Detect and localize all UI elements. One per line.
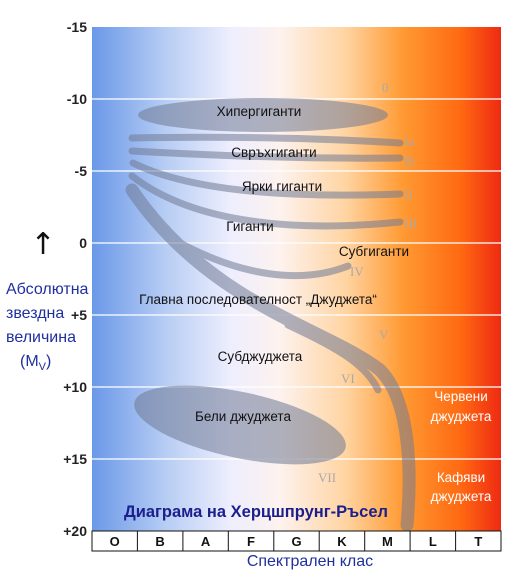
- x-axis-labels: O B A F G K M L T: [110, 534, 483, 549]
- x-tick-label: M: [382, 534, 393, 549]
- main-sequence-band: [125, 183, 416, 532]
- label-main-sequence: Главна последователност „Джуджета“: [139, 292, 377, 307]
- label-red-dwarfs-line1: Червени: [434, 389, 488, 404]
- label-hypergiants: Хипергиганти: [217, 104, 302, 119]
- label-subgiants: Субгиганти: [339, 244, 409, 259]
- y-tick-label: +20: [63, 523, 87, 539]
- x-axis-title: Спектрален клас: [247, 553, 373, 570]
- class-label-ib: Ib: [404, 153, 415, 168]
- x-axis-bar: [91, 530, 502, 552]
- y-tick-label: +10: [63, 379, 87, 395]
- y-axis-ticks: -15 -10 -5 0 +5 +10 +15 +20: [63, 19, 87, 539]
- class-label-ii: II: [404, 187, 413, 202]
- luminosity-bands: [125, 98, 416, 532]
- diagram-title: Диаграма на Херцшпрунг-Ръсел: [124, 503, 388, 521]
- up-arrow-icon: ↑: [30, 227, 55, 262]
- y-tick-label: -10: [67, 91, 87, 107]
- y-label-line1: Абсолютна: [6, 281, 89, 298]
- y-tick-label: -5: [75, 163, 88, 179]
- label-giants: Гиганти: [226, 219, 273, 234]
- luminosity-class-labels: 0 Ia Ib II III IV V VI VII: [318, 80, 417, 485]
- label-supergiants: Свръхгиганти: [231, 145, 316, 160]
- class-label-vii: VII: [318, 470, 336, 485]
- x-tick-label: L: [429, 534, 437, 549]
- class-label-iv: IV: [350, 264, 364, 279]
- x-tick-label: F: [247, 534, 255, 549]
- class-label-0: 0: [382, 80, 389, 95]
- x-axis-ticks: [136, 531, 457, 551]
- y-label-symbol: (MV): [20, 353, 51, 373]
- class-label-iii: III: [404, 216, 417, 231]
- y-tick-label: -15: [67, 19, 87, 35]
- class-label-v: V: [379, 327, 389, 342]
- hypergiant-band: [138, 98, 388, 132]
- giant-band: [128, 172, 404, 230]
- supergiant-ia-band: [128, 133, 404, 147]
- y-label-line3: величина: [6, 329, 76, 346]
- white-dwarf-band: [134, 385, 346, 465]
- bright-giant-band: [129, 159, 404, 199]
- y-axis-label: ↑ Абсолютна звездна величина (MV): [6, 227, 89, 373]
- x-tick-label: O: [110, 534, 120, 549]
- label-bright-giants: Ярки гиганти: [242, 179, 322, 194]
- subdwarf-band: [284, 321, 382, 394]
- class-label-vi: VI: [341, 371, 355, 386]
- x-tick-label: B: [155, 534, 164, 549]
- x-tick-label: T: [474, 534, 482, 549]
- label-brown-dwarfs-line2: джуджета: [431, 489, 492, 504]
- y-label-line2: звездна: [6, 305, 64, 322]
- x-tick-label: K: [337, 534, 347, 549]
- y-tick-label: +15: [63, 451, 87, 467]
- label-brown-dwarfs-line1: Кафяви: [437, 470, 485, 485]
- y-tick-label: +5: [71, 307, 87, 323]
- y-tick-label: 0: [79, 235, 87, 251]
- label-subdwarfs: Субджуджета: [218, 349, 303, 364]
- supergiant-ib-band: [128, 147, 404, 162]
- region-labels: Хипергиганти Свръхгиганти Ярки гиганти Г…: [139, 104, 492, 504]
- x-tick-label: G: [291, 534, 301, 549]
- label-red-dwarfs-line2: джуджета: [431, 409, 492, 424]
- x-tick-label: A: [201, 534, 211, 549]
- label-white-dwarfs: Бели джуджета: [195, 409, 291, 424]
- subgiant-band: [176, 239, 352, 280]
- class-label-ia: Ia: [404, 134, 414, 149]
